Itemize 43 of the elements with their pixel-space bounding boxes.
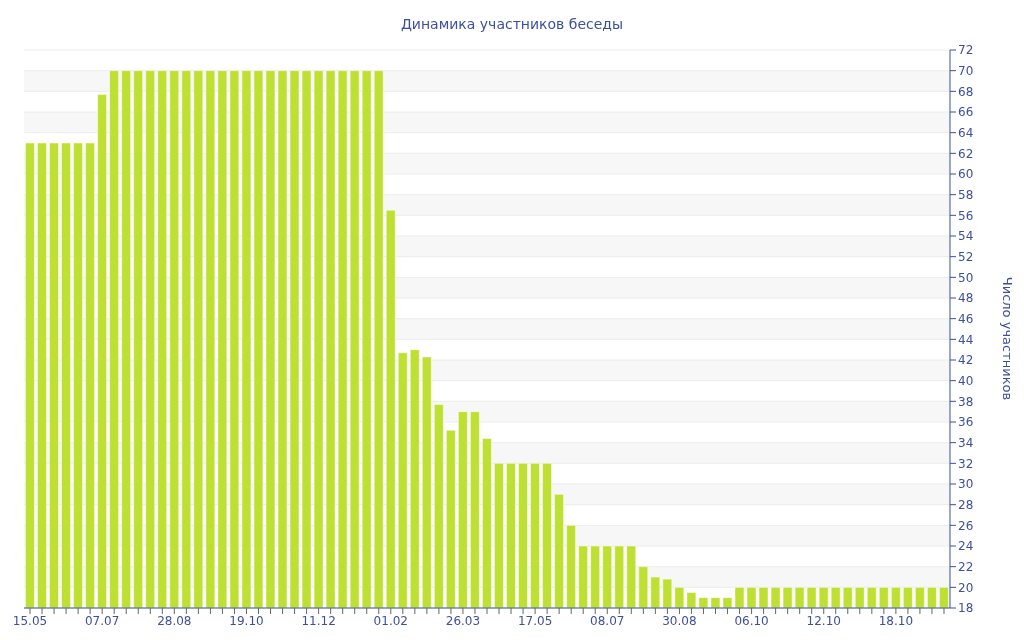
x-tick-label: 18.10: [878, 613, 914, 628]
y-axis-title: Число участников: [1000, 276, 1016, 400]
y-tick-label: 62: [958, 146, 974, 161]
x-tick-label: 11.12: [301, 613, 336, 628]
x-tick-label: 26.03: [445, 613, 481, 628]
y-tick-label: 46: [958, 311, 974, 326]
y-tick-label: 68: [958, 84, 974, 99]
y-tick-label: 26: [958, 518, 974, 533]
chart-title: Динамика участников беседы: [399, 15, 625, 34]
y-tick-label: 18: [958, 601, 974, 616]
y-tick-label: 54: [958, 229, 974, 244]
y-tick-label: 38: [958, 394, 974, 409]
y-tick-label: 70: [958, 63, 974, 78]
y-tick-label: 44: [958, 332, 974, 347]
y-tick-label: 22: [958, 559, 974, 574]
x-tick-label: 08.07: [590, 613, 625, 628]
y-tick-label: 36: [958, 415, 974, 430]
y-tick-label: 52: [958, 249, 974, 264]
y-tick-label: 32: [958, 456, 974, 471]
x-tick-label: 17.05: [517, 613, 553, 628]
y-tick-label: 24: [958, 539, 974, 554]
x-tick-label: 12.10: [806, 613, 841, 628]
x-tick-label: 19.10: [229, 613, 264, 628]
x-tick-label: 01.02: [373, 613, 408, 628]
x-tick-label: 28.08: [157, 613, 192, 628]
y-tick-label: 50: [958, 270, 974, 285]
y-tick-label: 66: [958, 105, 974, 120]
y-tick-label: 48: [958, 291, 974, 306]
y-tick-label: 40: [958, 373, 974, 388]
y-tick-label: 30: [958, 477, 974, 492]
x-tick-label: 30.08: [662, 613, 697, 628]
y-tick-label: 58: [958, 187, 974, 202]
x-tick-label: 06.10: [734, 613, 769, 628]
y-tick-label: 28: [958, 497, 974, 512]
x-tick-label: 15.05: [12, 613, 48, 628]
y-tick-label: 42: [958, 353, 974, 368]
y-tick-label: 20: [958, 580, 974, 595]
x-tick-label: 07.07: [84, 613, 120, 628]
y-tick-label: 72: [958, 43, 974, 58]
y-tick-label: 56: [958, 208, 974, 223]
y-tick-label: 34: [958, 435, 974, 450]
y-tick-label: 64: [958, 125, 974, 140]
y-tick-label: 60: [958, 167, 974, 182]
